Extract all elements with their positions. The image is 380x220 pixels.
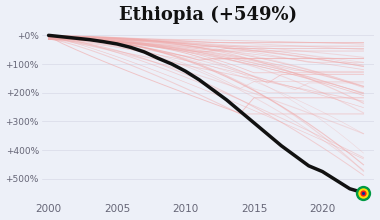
Title: Ethiopia (+549%): Ethiopia (+549%) [119,6,297,24]
